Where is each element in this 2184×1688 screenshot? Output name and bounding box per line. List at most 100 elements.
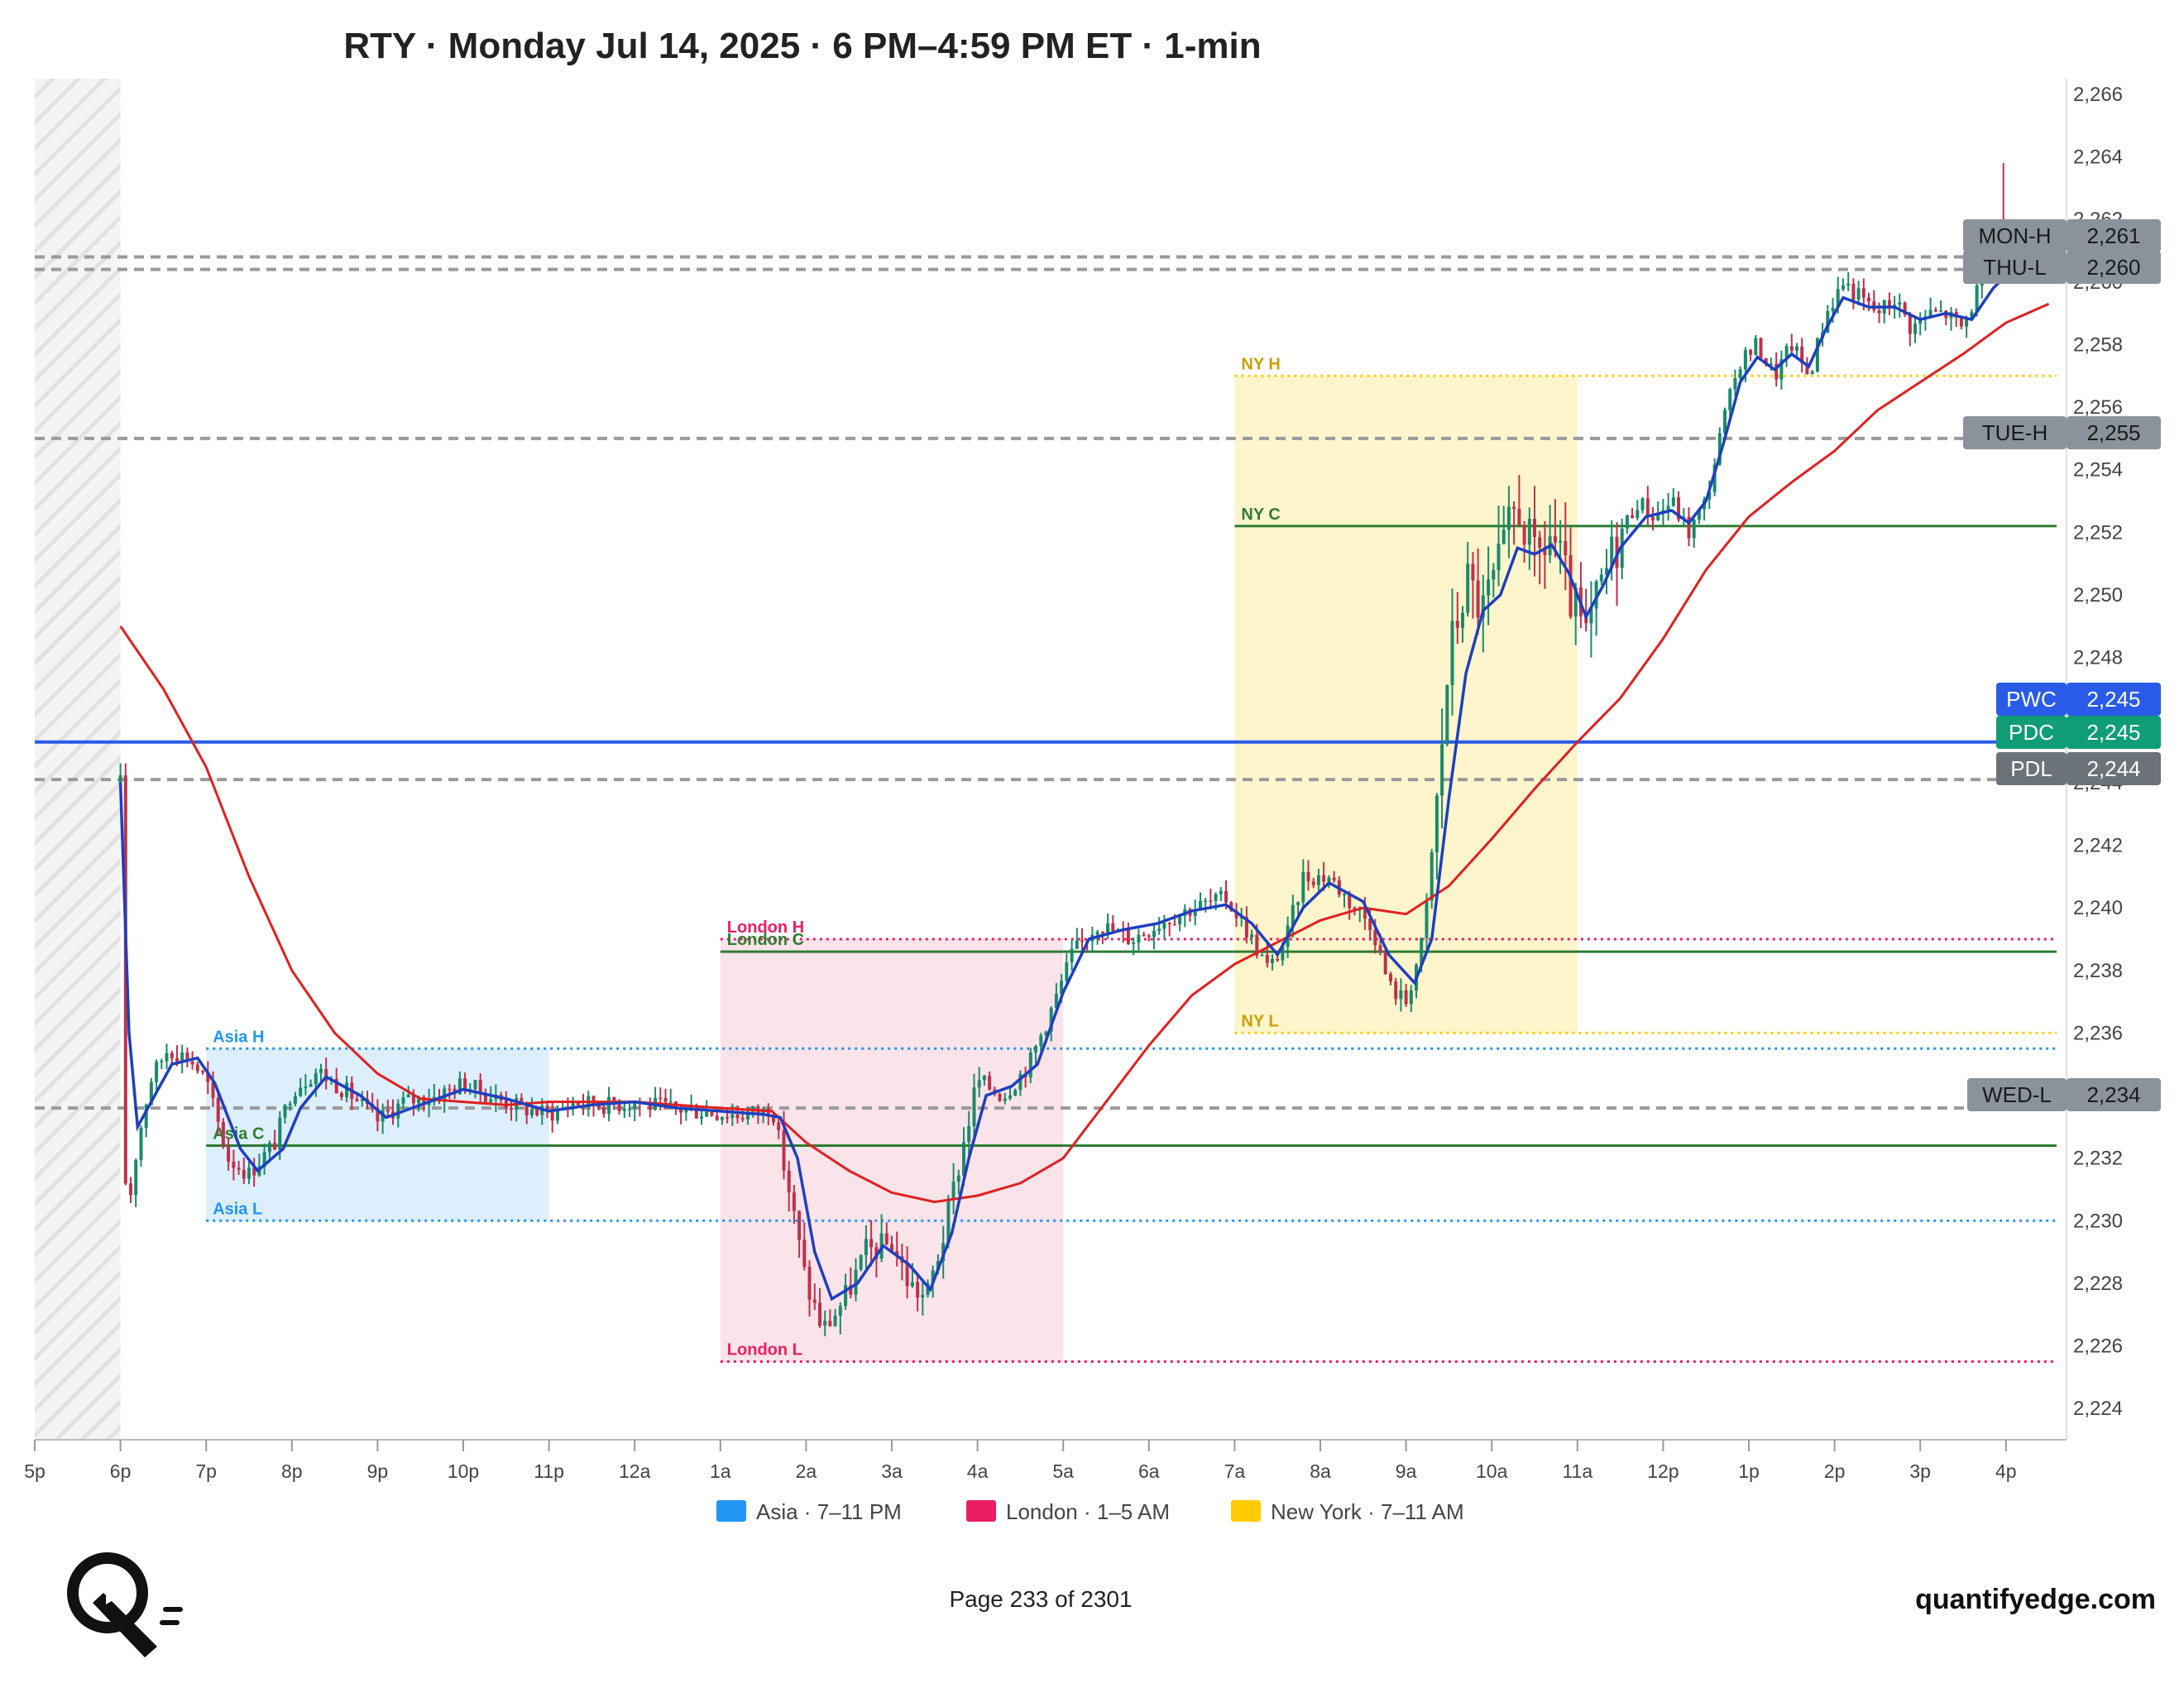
candle-body <box>520 1098 524 1103</box>
candle-body <box>715 1115 719 1120</box>
y-tick-label: 2,254 <box>2073 459 2123 482</box>
level-tag-value: 2,244 <box>2086 756 2140 781</box>
session-box <box>720 938 1064 1362</box>
candle-body <box>309 1084 313 1087</box>
candle-body <box>1363 909 1367 919</box>
candle-body <box>1733 378 1737 390</box>
x-tick-label: 8p <box>281 1460 303 1482</box>
candle-body <box>1306 871 1310 882</box>
candle-body <box>1095 932 1099 935</box>
candle-body <box>1111 923 1115 931</box>
candle-body <box>535 1109 539 1115</box>
candle-body <box>1003 1098 1007 1101</box>
candle-body <box>1815 338 1819 372</box>
candle-body <box>185 1053 189 1062</box>
candle-body <box>1533 519 1536 537</box>
candle-body <box>1887 300 1891 306</box>
candle-body <box>1106 923 1110 934</box>
candle-body <box>324 1069 328 1081</box>
candle-body <box>1065 961 1069 981</box>
candle-body <box>288 1104 292 1105</box>
level-tag-label: TUE-H <box>1982 420 2048 445</box>
candle-body <box>782 1130 786 1171</box>
level-tag-value-box <box>2067 683 2161 716</box>
candle-body <box>457 1078 462 1095</box>
candle-body <box>1779 359 1784 380</box>
x-tick-label: 5a <box>1052 1460 1074 1482</box>
level-tag-label-box <box>1967 1078 2067 1111</box>
candle-body <box>1080 940 1084 942</box>
candle-body <box>1846 283 1851 285</box>
candle-body <box>1492 570 1496 580</box>
candle-body <box>1651 516 1655 520</box>
candle-body <box>360 1099 364 1101</box>
candle-body <box>1687 516 1691 539</box>
y-tick-label: 2,256 <box>2073 396 2123 419</box>
candle-body <box>874 1247 879 1259</box>
candle-body <box>854 1269 858 1295</box>
candle-body <box>792 1192 796 1211</box>
candle-body <box>571 1103 575 1109</box>
candle-body <box>190 1061 194 1065</box>
candle-body <box>740 1118 745 1120</box>
candle-body <box>1301 871 1305 903</box>
x-tick-label: 6a <box>1138 1460 1160 1482</box>
legend-label: New York · 7–11 AM <box>1271 1499 1464 1524</box>
candle-body <box>1126 930 1130 944</box>
candle-body <box>1502 530 1506 544</box>
y-tick-label: 2,224 <box>2073 1398 2123 1420</box>
slow-moving-average <box>119 302 2050 1204</box>
candle-body <box>1409 990 1413 1005</box>
candle-body <box>1697 509 1701 520</box>
candle-body <box>828 1321 832 1326</box>
y-tick-label: 2,228 <box>2073 1273 2123 1295</box>
candle-body <box>823 1321 827 1326</box>
level-tag-value: 2,255 <box>2086 420 2140 445</box>
candle-body <box>1795 346 1798 351</box>
candle-body <box>802 1240 807 1268</box>
y-tick-label: 2,258 <box>2073 333 2123 356</box>
candle-body <box>201 1071 205 1072</box>
level-tag-label-box <box>1996 752 2067 785</box>
candle-body <box>1394 981 1398 1000</box>
session-box <box>1234 376 1578 1033</box>
candle-body <box>849 1285 853 1295</box>
candle-body <box>1512 506 1516 509</box>
candle-body <box>149 1081 153 1105</box>
candle-body <box>376 1107 380 1122</box>
candle-body <box>1152 930 1156 938</box>
candle-body <box>314 1072 318 1085</box>
session-low-label: Asia L <box>213 1200 262 1218</box>
y-tick-label: 2,252 <box>2073 521 2123 544</box>
y-tick-label: 2,226 <box>2073 1336 2123 1358</box>
candle-body <box>483 1093 487 1103</box>
candle-body <box>1867 297 1870 302</box>
candle-body <box>180 1053 184 1062</box>
candle-body <box>1209 900 1213 902</box>
candle-body <box>417 1096 421 1104</box>
candle-body <box>1959 317 1963 327</box>
candle-body <box>1070 948 1074 962</box>
candle-body <box>1749 350 1753 355</box>
candle-body <box>869 1239 874 1248</box>
candle-body <box>1281 946 1285 961</box>
candle-body <box>463 1078 467 1091</box>
level-tag-label: THU-L <box>1983 255 2047 280</box>
candle-body <box>1805 362 1809 375</box>
level-tag-label: PWC <box>2006 687 2057 712</box>
candle-body <box>1137 934 1141 943</box>
candle-body <box>1373 930 1377 946</box>
candle-body <box>556 1109 559 1121</box>
candle-body <box>1774 363 1779 380</box>
session-backgrounds <box>35 79 1578 1440</box>
candle-body <box>972 1087 976 1126</box>
candle-body <box>1728 389 1732 410</box>
candle-body <box>895 1250 899 1257</box>
candle-body <box>1723 410 1727 434</box>
x-axis: 5p 6p 7p 8p 9p 10p 11p 12a 1a 2a 3a 4a 5a 6a 7a 8a 9a 10a… <box>24 1439 2067 1482</box>
candle-body <box>386 1110 390 1112</box>
level-tag-value: 2,245 <box>2086 720 2140 745</box>
x-tick-label: 9a <box>1396 1460 1417 1482</box>
candle-body <box>663 1098 668 1102</box>
